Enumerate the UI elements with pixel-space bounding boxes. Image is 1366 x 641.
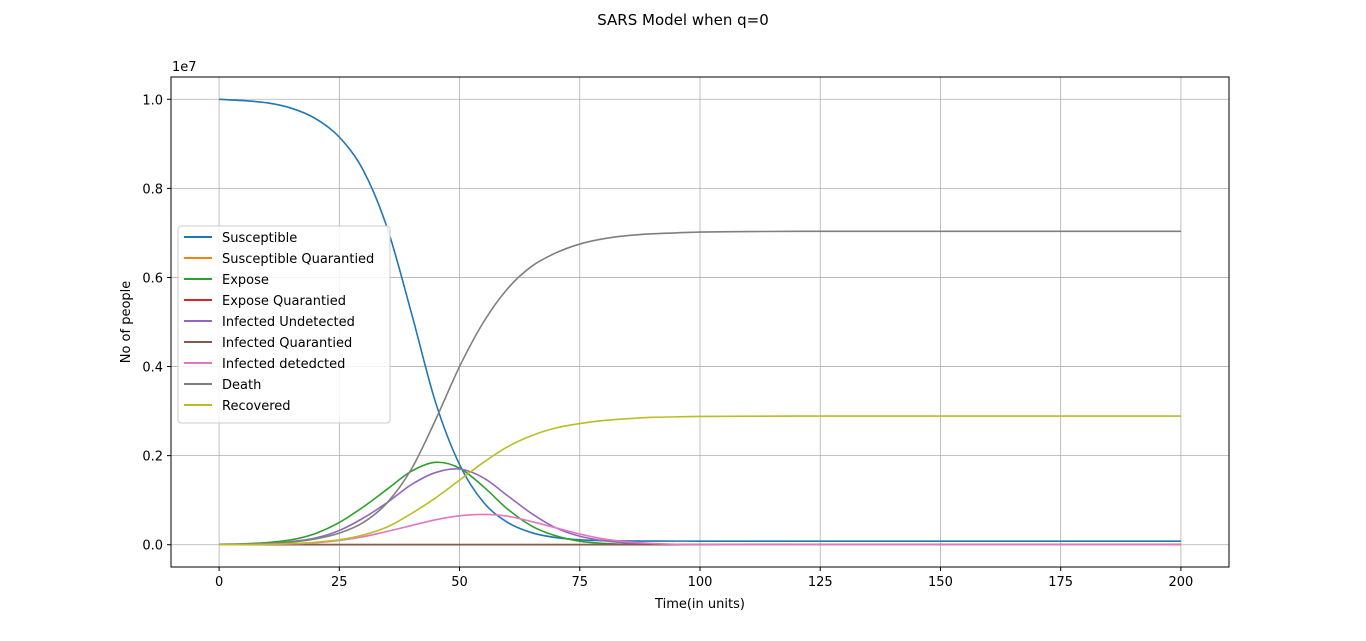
x-tick-label: 75 xyxy=(571,575,588,590)
chart-title: SARS Model when q=0 xyxy=(597,11,769,29)
x-tick-label: 25 xyxy=(331,575,348,590)
x-tick-label: 50 xyxy=(451,575,468,590)
legend-label: Infected Quarantied xyxy=(222,336,352,351)
y-offset-label: 1e7 xyxy=(172,60,197,75)
legend-label: Susceptible Quarantied xyxy=(222,252,374,267)
legend-label: Infected Undetected xyxy=(222,315,355,330)
x-tick-label: 175 xyxy=(1048,575,1073,590)
legend-label: Expose xyxy=(222,273,269,288)
series-line-recovered xyxy=(219,415,1181,546)
legend-label: Susceptible xyxy=(222,231,297,246)
legend-label: Death xyxy=(222,378,261,393)
legend-label: Recovered xyxy=(222,399,291,414)
axis-ticks: 0 25 50 75 100 125 150 175 200 0.0 0.2 0.4 0.6 0.8 1.0 xyxy=(142,93,1193,590)
series-line-susceptible xyxy=(219,98,1181,542)
series-line-death xyxy=(219,230,1181,546)
legend-label: Expose Quarantied xyxy=(222,294,346,309)
y-tick-label: 0.4 xyxy=(142,361,163,376)
legend-box xyxy=(177,225,391,424)
y-tick-label: 0.0 xyxy=(142,539,163,554)
y-axis-label: No of people xyxy=(119,281,134,364)
y-tick-label: 0.2 xyxy=(142,450,163,465)
x-tick-label: 200 xyxy=(1168,575,1193,590)
x-tick-label: 100 xyxy=(688,575,713,590)
legend: Susceptible Susceptible Quarantied Expose E… xyxy=(177,225,391,424)
y-tick-label: 0.8 xyxy=(142,182,163,197)
legend-label: Infected detedcted xyxy=(222,357,345,372)
y-tick-label: 1.0 xyxy=(142,93,163,108)
y-tick-label: 0.6 xyxy=(142,271,163,286)
x-tick-label: 150 xyxy=(928,575,953,590)
x-tick-label: 0 xyxy=(215,575,223,590)
x-tick-label: 125 xyxy=(808,575,833,590)
x-axis-label: Time(in units) xyxy=(654,597,745,612)
series-lines xyxy=(219,98,1181,546)
